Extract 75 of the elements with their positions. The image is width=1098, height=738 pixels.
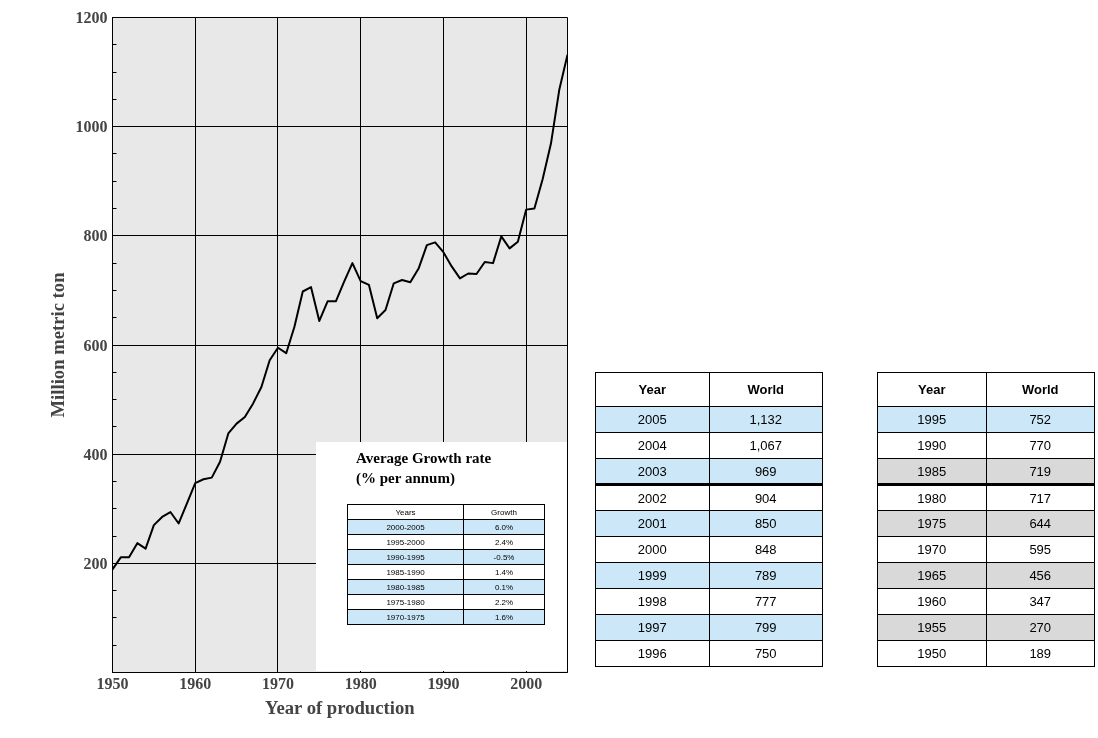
x-tick-label: 2000	[510, 674, 543, 692]
text: 2002	[595, 484, 709, 511]
y-tick-label: 800	[83, 227, 108, 245]
annotation: 1990-1995	[347, 549, 464, 565]
text: 777	[709, 588, 823, 615]
text: 1985	[877, 458, 986, 485]
text: 1995	[877, 406, 986, 433]
text: 2001	[595, 510, 709, 537]
text: 1955	[877, 614, 986, 641]
text: 1999	[595, 562, 709, 589]
annotation: 1975-1980	[347, 594, 464, 610]
text: 1990	[877, 432, 986, 459]
annotation: 1.4%	[463, 564, 545, 580]
text: 1,132	[709, 406, 823, 433]
text: 1998	[595, 588, 709, 615]
text: 750	[709, 640, 823, 667]
text: 1975	[877, 510, 986, 537]
text: 347	[986, 588, 1095, 615]
annotation: 2000-2005	[347, 519, 464, 535]
text: 270	[986, 614, 1095, 641]
text: 770	[986, 432, 1095, 459]
annotation: 0.1%	[463, 579, 545, 595]
annotation: 1985-1990	[347, 564, 464, 580]
annotation: 6.0%	[463, 519, 545, 535]
text: 1950	[877, 640, 986, 667]
text: 1980	[877, 484, 986, 511]
text: 595	[986, 536, 1095, 563]
text: 1960	[877, 588, 986, 615]
text: 2003	[595, 458, 709, 485]
text: 904	[709, 484, 823, 511]
x-tick-label: 1970	[261, 674, 294, 692]
text: World	[986, 372, 1095, 407]
y-tick-label: 400	[83, 445, 108, 463]
x-tick-label: 1980	[344, 674, 377, 692]
x-axis-title: Year of production	[265, 696, 416, 718]
text: Year	[877, 372, 986, 407]
annotation: 2.2%	[463, 594, 545, 610]
text: 719	[986, 458, 1095, 485]
text: 2004	[595, 432, 709, 459]
y-tick-label: 1000	[75, 118, 108, 136]
x-tick-label: 1960	[179, 674, 212, 692]
x-tick-label: 1950	[96, 674, 129, 692]
text: 1997	[595, 614, 709, 641]
text: 799	[709, 614, 823, 641]
annotation: 1970-1975	[347, 609, 464, 625]
y-tick-label: 600	[83, 336, 108, 354]
text: 848	[709, 536, 823, 563]
text: 2000	[595, 536, 709, 563]
text: World	[709, 372, 823, 407]
text: 1996	[595, 640, 709, 667]
text: 752	[986, 406, 1095, 433]
text: 1970	[877, 536, 986, 563]
text: 189	[986, 640, 1095, 667]
text: 456	[986, 562, 1095, 589]
annotation: 2.4%	[463, 534, 545, 550]
text: Year	[595, 372, 709, 407]
y-tick-label: 200	[83, 554, 108, 572]
x-tick-label: 1990	[427, 674, 460, 692]
annotation: -0.5%	[463, 549, 545, 565]
y-axis-title: Million metric ton	[46, 271, 68, 418]
text: 644	[986, 510, 1095, 537]
text: 850	[709, 510, 823, 537]
annotation: 1995-2000	[347, 534, 464, 550]
annotation: 1.6%	[463, 609, 545, 625]
annotation: Average Growth rate (% per annum)	[356, 449, 492, 488]
annotation: Growth	[463, 504, 545, 520]
text: 717	[986, 484, 1095, 511]
text: 1,067	[709, 432, 823, 459]
text: 1965	[877, 562, 986, 589]
annotation: Years	[347, 504, 464, 520]
text: 969	[709, 458, 823, 485]
text: 789	[709, 562, 823, 589]
y-tick-label: 1200	[75, 9, 108, 26]
annotation: 1980-1985	[347, 579, 464, 595]
text: 2005	[595, 406, 709, 433]
